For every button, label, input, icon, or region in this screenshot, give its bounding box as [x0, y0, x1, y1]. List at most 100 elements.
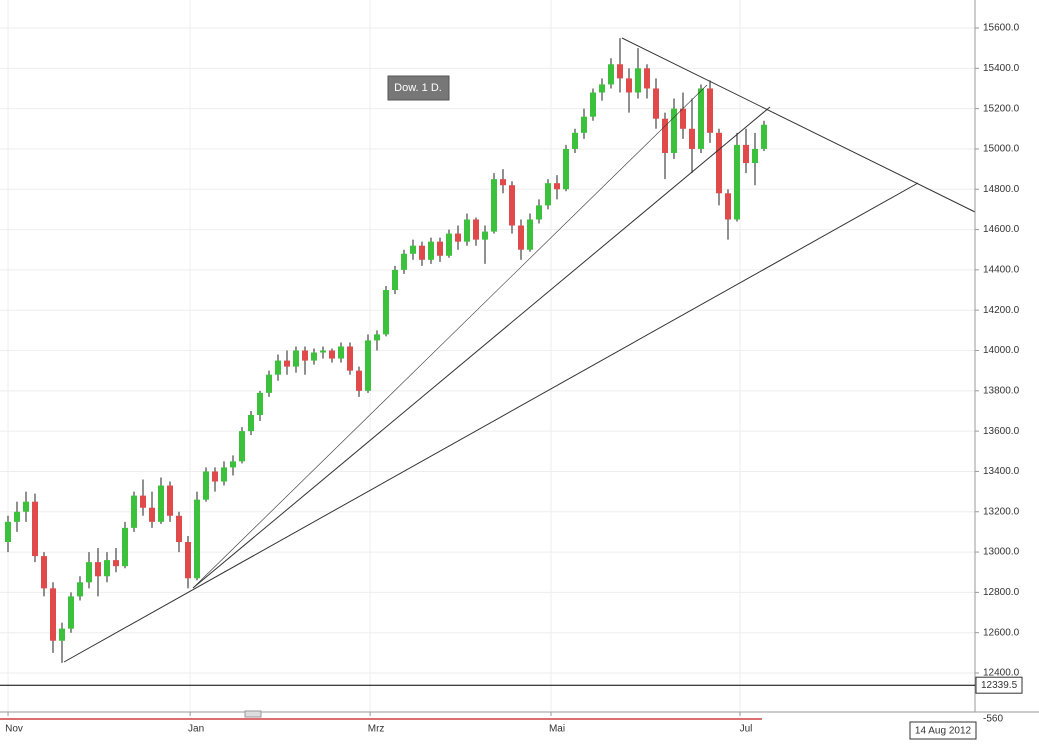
- candle-body: [662, 118, 668, 153]
- x-tick-label: Jul: [740, 724, 753, 735]
- candle-body: [527, 219, 533, 250]
- candle-body: [302, 350, 308, 361]
- candle-body: [365, 340, 371, 391]
- trend-line: [621, 37, 976, 213]
- candle-body: [149, 507, 155, 522]
- candle-body: [167, 485, 173, 516]
- y-tick-label: 13800.0: [983, 385, 1020, 396]
- candle-body: [635, 68, 641, 93]
- candle-body: [284, 360, 290, 367]
- y-tick-label: 12600.0: [983, 627, 1020, 638]
- candle-body: [239, 431, 245, 462]
- candle-body: [203, 471, 209, 500]
- candle-body: [158, 485, 164, 522]
- candle-body: [266, 374, 272, 393]
- candle-body: [77, 582, 83, 597]
- y-tick-label: 15600.0: [983, 23, 1020, 34]
- y-tick-label: 13000.0: [983, 547, 1020, 558]
- candle-body: [671, 108, 677, 153]
- candle-body: [257, 392, 263, 415]
- candle-body: [41, 556, 47, 589]
- trend-line: [192, 106, 771, 589]
- x-tick-label: Mrz: [368, 724, 385, 735]
- candle-body: [581, 116, 587, 133]
- candle-body: [221, 467, 227, 482]
- candle-body: [446, 233, 452, 256]
- candle-body: [338, 346, 344, 359]
- candle-body: [320, 350, 326, 353]
- candle-body: [653, 88, 659, 119]
- candle-body: [5, 521, 11, 542]
- candle-body: [176, 515, 182, 542]
- candle-body: [509, 185, 515, 226]
- x-tick-label: Mai: [549, 724, 565, 735]
- candle-body: [482, 231, 488, 240]
- candle-body: [275, 360, 281, 375]
- candle-body: [95, 562, 101, 577]
- candle-body: [437, 241, 443, 256]
- candle-body: [347, 346, 353, 371]
- candle-body: [734, 144, 740, 220]
- candle-body: [725, 193, 731, 220]
- candle-body: [356, 370, 362, 391]
- candle-body: [680, 108, 686, 129]
- candle-body: [716, 132, 722, 194]
- y-tick-label: 15400.0: [983, 63, 1020, 74]
- candle-body: [743, 144, 749, 164]
- candle-body: [32, 501, 38, 557]
- candle-body: [14, 511, 20, 522]
- candle-body: [59, 628, 65, 641]
- candle-body: [311, 352, 317, 361]
- y-tick-label: 15200.0: [983, 103, 1020, 114]
- date-label: 14 Aug 2012: [915, 726, 972, 737]
- candle-body: [86, 562, 92, 583]
- candle-body: [752, 148, 758, 164]
- candle-body: [599, 84, 605, 93]
- candle-body: [140, 495, 146, 508]
- candle-body: [464, 219, 470, 242]
- trend-line: [192, 84, 708, 589]
- y-tick-label: 13200.0: [983, 506, 1020, 517]
- candle-body: [500, 179, 506, 186]
- y-tick-label: 13400.0: [983, 466, 1020, 477]
- candle-body: [428, 241, 434, 260]
- annotation-box: [387, 75, 450, 101]
- candle-body: [518, 225, 524, 250]
- candle-body: [23, 501, 29, 512]
- level-label: 12339.5: [981, 680, 1018, 691]
- candle-body: [392, 269, 398, 291]
- y-tick-label: 14400.0: [983, 265, 1020, 276]
- level-box: [975, 676, 1023, 694]
- scroll-handle[interactable]: [244, 710, 262, 718]
- candle-body: [293, 350, 299, 367]
- candle-body: [113, 560, 119, 567]
- candle-body: [104, 560, 110, 577]
- grid: [0, 0, 979, 716]
- y-tick-label: 14200.0: [983, 305, 1020, 316]
- candle-body: [473, 219, 479, 240]
- y-tick-label: 14000.0: [983, 345, 1020, 356]
- candle-body: [626, 78, 632, 93]
- candle-body: [401, 253, 407, 270]
- date-box: [909, 721, 977, 740]
- annotation: Dow. 1 D.: [394, 82, 442, 94]
- candle-body: [410, 245, 416, 254]
- candle-body: [707, 88, 713, 133]
- candle-body: [194, 499, 200, 579]
- candle-body: [491, 179, 497, 232]
- y-tick-label: 14600.0: [983, 224, 1020, 235]
- trend-lines: [63, 37, 976, 663]
- candle-body: [644, 68, 650, 89]
- candle-body: [185, 541, 191, 579]
- candle-body: [536, 205, 542, 220]
- candle-body: [545, 183, 551, 206]
- candle-body: [572, 132, 578, 149]
- candle-body: [68, 596, 74, 629]
- candle-body: [131, 495, 137, 528]
- candles: [5, 38, 767, 663]
- indicator-label: -560: [983, 714, 1003, 725]
- candle-body: [689, 128, 695, 149]
- y-tick-label: 15000.0: [983, 144, 1020, 155]
